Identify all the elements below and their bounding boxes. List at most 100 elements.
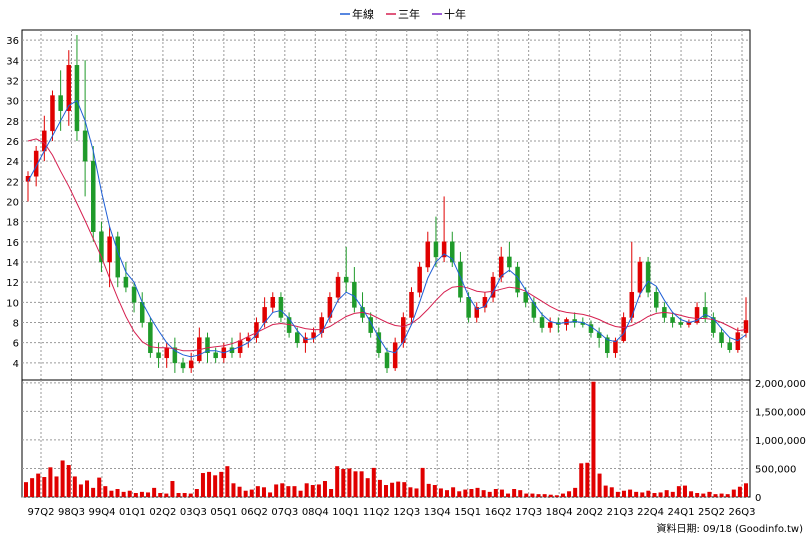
legend-label: 年線 xyxy=(352,7,374,21)
volume-bar xyxy=(567,491,572,497)
candle-body xyxy=(458,261,463,298)
volume-bar xyxy=(97,477,102,497)
volume-panel: 0 500,000 1,000,000 1,500,000 2,000,000 xyxy=(21,379,806,504)
candle-body xyxy=(498,256,504,278)
volume-bar xyxy=(744,483,748,497)
volume-bar xyxy=(658,492,663,497)
candle-body xyxy=(654,291,659,308)
volume-bar xyxy=(597,473,602,497)
candle-body xyxy=(335,276,341,298)
x-tick-label: 01Q1 xyxy=(119,507,146,518)
price-y-tick-label: 24 xyxy=(6,157,19,168)
x-tick-label: 03Q3 xyxy=(180,507,207,518)
volume-bar xyxy=(707,491,712,497)
volume-bar xyxy=(146,492,151,497)
volume-bar xyxy=(432,485,437,497)
price-y-tick-label: 12 xyxy=(6,278,19,289)
candle-body xyxy=(180,362,186,369)
volume-y-tick-label: 1,500,000 xyxy=(755,407,806,418)
candle-body xyxy=(123,276,129,288)
candle-body xyxy=(678,322,683,325)
volume-bar xyxy=(609,487,614,497)
candle-body xyxy=(719,332,724,343)
x-tick-label: 02Q2 xyxy=(149,507,176,518)
candle-body xyxy=(645,261,651,293)
volume-bar xyxy=(402,482,407,497)
volume-bar xyxy=(615,491,620,497)
volume-bar xyxy=(457,491,462,497)
price-y-tick-label: 18 xyxy=(6,218,19,229)
volume-bar xyxy=(731,489,736,497)
volume-y-tick-label: 500,000 xyxy=(755,464,796,475)
price-y-tick-label: 20 xyxy=(6,197,19,208)
x-tick-label: 97Q2 xyxy=(28,507,55,518)
volume-bar xyxy=(213,475,218,497)
price-y-tick-label: 10 xyxy=(6,298,19,309)
candle-body xyxy=(278,297,284,318)
volume-bar xyxy=(170,481,175,497)
volume-bar xyxy=(335,466,340,497)
x-axis: 97Q2 98Q3 99Q4 01Q1 02Q2 03Q3 05Q1 06Q2 07Q3 08Q4… xyxy=(28,507,756,518)
volume-bar xyxy=(48,467,53,497)
volume-bar xyxy=(310,485,315,497)
chart-legend: 年線 三年 十年 xyxy=(340,7,466,21)
volume-bar xyxy=(329,489,334,497)
volume-bar xyxy=(103,486,108,497)
volume-bar xyxy=(481,490,486,497)
price-y-tick-label: 4 xyxy=(13,359,19,370)
x-tick-label: 17Q3 xyxy=(515,507,542,518)
price-y-tick-label: 36 xyxy=(6,36,19,47)
x-tick-label: 05Q1 xyxy=(210,507,237,518)
volume-bar xyxy=(231,483,236,497)
candle-body xyxy=(433,241,439,258)
volume-bar xyxy=(506,493,511,497)
candle-body xyxy=(254,322,259,338)
volume-bar xyxy=(512,489,517,497)
volume-bar xyxy=(371,467,376,497)
candle-body xyxy=(670,317,675,323)
volume-bar xyxy=(72,476,77,497)
candle-body xyxy=(637,261,643,293)
candle-body xyxy=(441,241,447,258)
volume-frame xyxy=(21,379,751,498)
volume-bar xyxy=(396,481,401,497)
candle-body xyxy=(539,317,545,328)
candle-body xyxy=(401,317,406,343)
volume-bar xyxy=(341,469,346,497)
volume-bar xyxy=(475,487,480,497)
volume-bar xyxy=(634,491,639,497)
price-frame xyxy=(21,29,751,381)
candle-body xyxy=(352,281,357,308)
volume-bar xyxy=(377,479,382,497)
volume-bar xyxy=(60,460,65,497)
volume-bar xyxy=(298,490,303,497)
volume-bar xyxy=(621,490,626,497)
volume-bar xyxy=(365,478,370,497)
volume-bar xyxy=(487,491,492,497)
candle-body xyxy=(148,322,153,354)
volume-bar xyxy=(701,493,706,497)
volume-bar xyxy=(164,493,169,497)
candle-body xyxy=(50,95,55,132)
volume-bar xyxy=(304,483,309,497)
candle-body xyxy=(156,352,161,359)
volume-bar xyxy=(121,491,126,497)
volume-bar xyxy=(188,493,193,497)
volume-bar xyxy=(200,473,205,497)
volume-bar xyxy=(573,487,578,497)
volume-bar xyxy=(54,476,59,497)
candle-body xyxy=(33,150,39,177)
candle-body xyxy=(205,337,210,354)
candle-body xyxy=(368,317,373,333)
volume-bar xyxy=(426,483,431,497)
candle-body xyxy=(621,317,626,341)
volume-bar xyxy=(66,465,71,497)
volume-bar xyxy=(469,489,474,497)
candle-body xyxy=(99,231,104,263)
volume-bar xyxy=(548,494,553,497)
volume-bar xyxy=(493,489,498,497)
x-tick-label: 26Q3 xyxy=(729,507,756,518)
x-tick-label: 10Q1 xyxy=(332,507,359,518)
volume-bar xyxy=(664,490,669,497)
